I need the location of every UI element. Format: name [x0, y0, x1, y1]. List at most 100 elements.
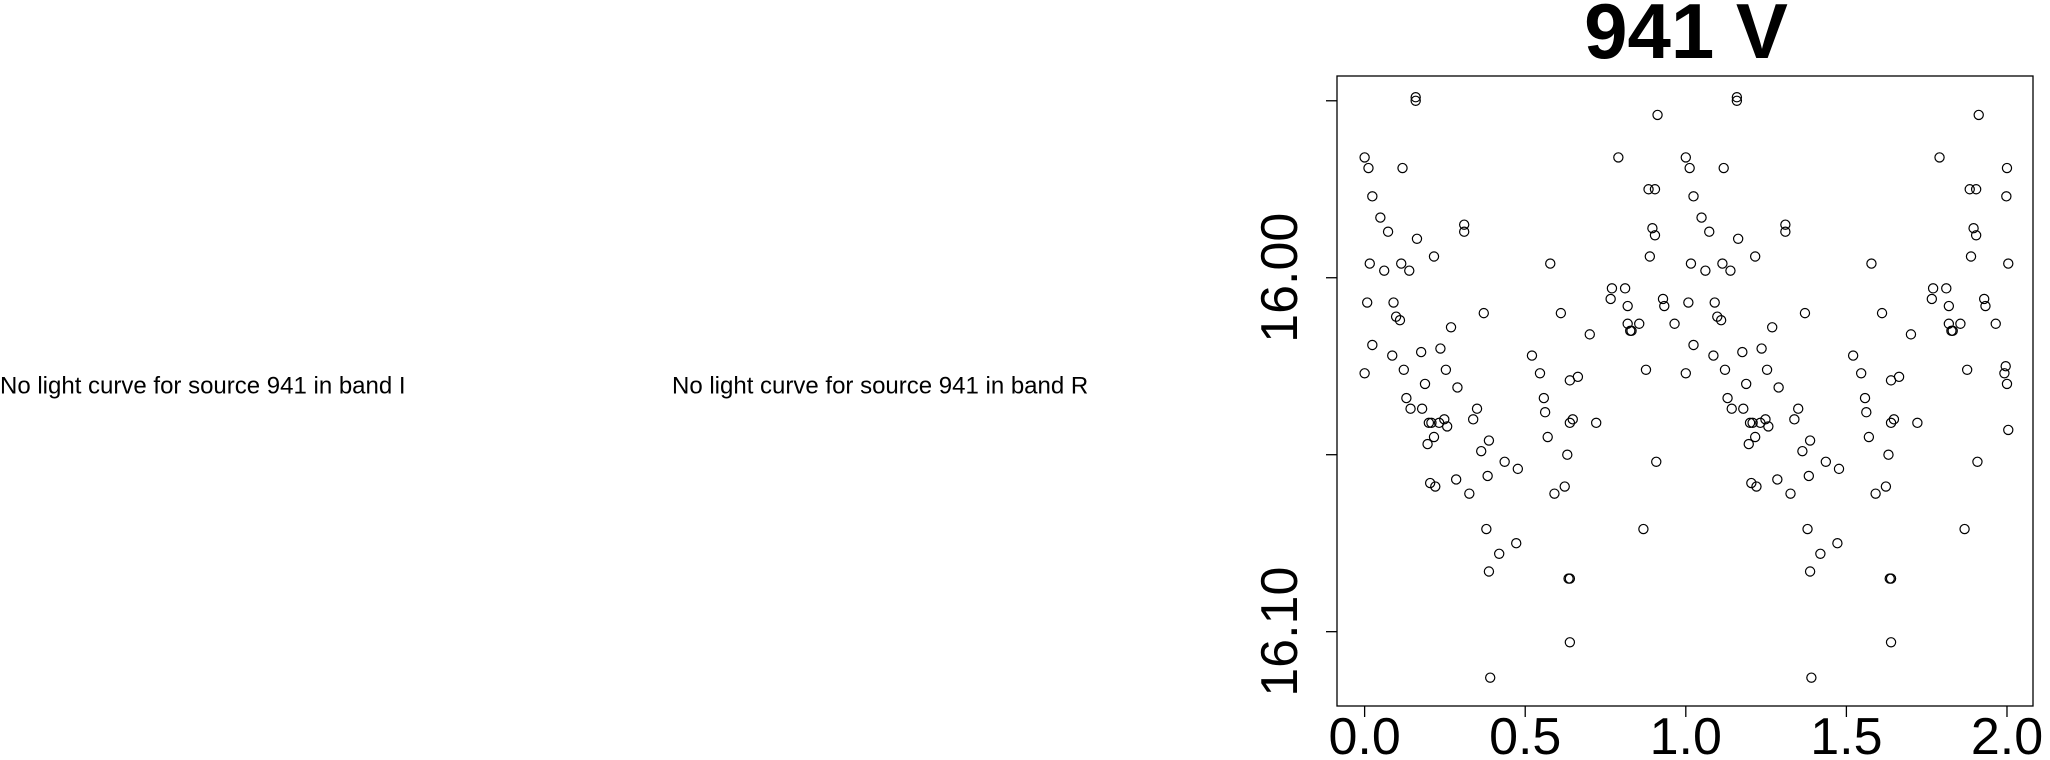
- point: [1359, 368, 1370, 379]
- point: [1961, 364, 1973, 375]
- point: [1688, 191, 1699, 202]
- point: [1973, 109, 1984, 121]
- point: [1731, 95, 1743, 106]
- point: [1959, 523, 1970, 535]
- point: [1482, 470, 1493, 482]
- point: [1740, 378, 1752, 390]
- point: [1732, 233, 1744, 245]
- point: [1780, 219, 1791, 230]
- point: [1390, 311, 1402, 322]
- point: [1683, 297, 1694, 308]
- point: [1647, 222, 1658, 234]
- point: [1870, 488, 1881, 499]
- point: [1590, 417, 1602, 429]
- point: [1761, 364, 1773, 375]
- y-tick-label: 16.00: [1251, 213, 1309, 343]
- y-tick-label: 16.10: [1251, 567, 1309, 697]
- x-tick-label: 1.5: [1810, 708, 1882, 760]
- point: [1943, 300, 1955, 312]
- point: [1471, 403, 1483, 414]
- point: [1715, 315, 1727, 326]
- point: [1478, 307, 1489, 319]
- point: [1712, 311, 1723, 322]
- point: [1799, 307, 1811, 319]
- point: [2000, 361, 2011, 372]
- point: [1785, 488, 1796, 499]
- point: [1970, 230, 1982, 241]
- point: [1876, 307, 1888, 319]
- point: [1737, 346, 1748, 358]
- message: No light curve for source 941 in band R: [672, 372, 1088, 399]
- point: [1634, 318, 1645, 329]
- point: [1832, 537, 1843, 549]
- point: [1718, 162, 1729, 174]
- point: [1499, 456, 1510, 467]
- point: [1564, 417, 1576, 429]
- point: [1476, 445, 1487, 457]
- point: [1912, 417, 1923, 429]
- point: [1804, 435, 1816, 446]
- point: [1622, 300, 1633, 312]
- point: [1804, 566, 1816, 577]
- point: [2001, 162, 2013, 174]
- point: [1866, 258, 1877, 269]
- point: [1619, 283, 1631, 294]
- point: [1980, 300, 1991, 312]
- point: [1855, 368, 1867, 379]
- point: [1722, 392, 1733, 404]
- point: [1364, 258, 1375, 269]
- point: [1649, 184, 1661, 195]
- point: [1359, 152, 1370, 163]
- point: [1452, 382, 1463, 393]
- point: [1815, 548, 1826, 560]
- point: [1415, 346, 1427, 358]
- point: [1731, 92, 1743, 103]
- point: [1367, 339, 1378, 351]
- point: [1978, 293, 1990, 305]
- point: [1640, 364, 1652, 375]
- point: [1441, 421, 1453, 432]
- point: [1397, 162, 1408, 174]
- point: [1644, 251, 1656, 262]
- point: [1806, 672, 1817, 683]
- point: [1747, 417, 1758, 429]
- point: [1941, 283, 1952, 294]
- point: [1564, 573, 1576, 584]
- point: [1756, 343, 1767, 354]
- message: No light curve for source 941 in band I: [0, 372, 406, 399]
- point: [1719, 364, 1731, 375]
- point: [2001, 378, 2013, 390]
- point: [1445, 322, 1457, 333]
- point: [1725, 265, 1736, 276]
- point: [1905, 329, 1917, 340]
- point: [1965, 251, 1977, 262]
- point: [1542, 431, 1553, 443]
- point: [1738, 403, 1749, 414]
- point: [1419, 378, 1431, 390]
- point: [1426, 417, 1437, 429]
- point: [1387, 350, 1398, 361]
- point: [1483, 566, 1495, 577]
- point: [1410, 95, 1421, 106]
- point: [1450, 474, 1462, 485]
- point: [1893, 371, 1905, 383]
- point: [1760, 414, 1771, 425]
- point: [1859, 392, 1871, 404]
- plot-box: [1336, 75, 2034, 707]
- point: [1394, 315, 1406, 326]
- point: [1927, 283, 1939, 294]
- point: [1440, 364, 1452, 375]
- point: [1955, 318, 1966, 329]
- point: [1772, 474, 1783, 485]
- point: [1382, 226, 1394, 237]
- point: [1883, 449, 1894, 460]
- point: [1652, 109, 1663, 121]
- point: [1696, 212, 1707, 223]
- point: [1802, 523, 1813, 535]
- point: [1545, 258, 1556, 269]
- point: [1820, 456, 1832, 467]
- point: [1361, 297, 1373, 308]
- point: [1379, 265, 1390, 276]
- point: [1643, 184, 1654, 195]
